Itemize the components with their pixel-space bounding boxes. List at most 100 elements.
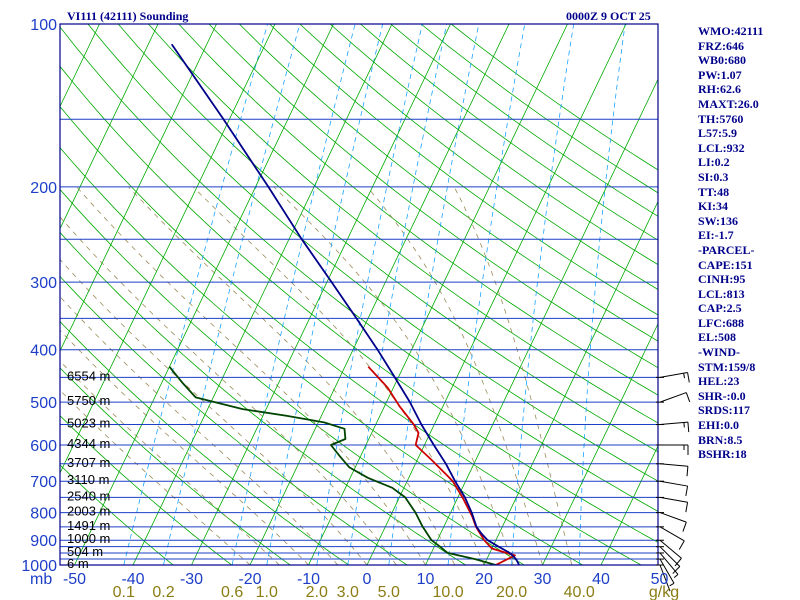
index-item: STM:159/8 bbox=[698, 359, 756, 374]
pressure-unit-label: mb bbox=[30, 571, 52, 588]
mixing-ratio-tick-label: 0.2 bbox=[152, 584, 174, 600]
dewpoint-profile bbox=[168, 366, 496, 565]
wind-barb bbox=[656, 496, 689, 513]
mixing-ratio-tick-label: 1.0 bbox=[256, 584, 278, 600]
index-item: EL:508 bbox=[698, 330, 737, 345]
index-item: -PARCEL- bbox=[698, 242, 755, 257]
wind-barb-flag bbox=[673, 574, 679, 578]
wind-barb-staff bbox=[659, 546, 681, 567]
wind-barb-staff bbox=[659, 480, 688, 487]
mixing-ratio-line bbox=[231, 24, 356, 565]
dry-adiabat bbox=[87, 24, 658, 482]
wind-barb bbox=[656, 546, 681, 574]
temperature-profile bbox=[170, 43, 520, 565]
wind-barb bbox=[656, 392, 691, 403]
mixing-ratio-tick-label: 20.0 bbox=[496, 584, 527, 600]
wind-barb-staff bbox=[659, 564, 671, 592]
height-label: 4344 m bbox=[67, 436, 110, 451]
mixing-ratio-tick-label: 3.0 bbox=[337, 584, 359, 600]
index-item: HEL:23 bbox=[698, 374, 740, 389]
height-label: 5023 m bbox=[67, 416, 110, 431]
index-item: CAP:2.5 bbox=[698, 301, 742, 316]
stability-indices-panel: WMO:42111 FRZ:646 WB0:680 PW:1.07 RH:62.6 MAX… bbox=[698, 24, 763, 462]
mixing-ratio-tick-label: 2.0 bbox=[306, 584, 328, 600]
mixing-ratio-tick-label: 40.0 bbox=[564, 584, 595, 600]
mixing-ratio-line bbox=[578, 24, 626, 565]
isotherm bbox=[425, 78, 658, 565]
temperature-tick-label: -40 bbox=[121, 571, 144, 588]
mixing-ratio-tick-label: 5.0 bbox=[378, 584, 400, 600]
isotherm bbox=[483, 200, 658, 565]
index-item: WB0:680 bbox=[698, 53, 746, 68]
wind-barb-flag bbox=[687, 422, 690, 433]
temperature-tick-label: 0 bbox=[363, 571, 372, 588]
temperature-tick-label: 20 bbox=[475, 571, 493, 588]
index-item: LCL:813 bbox=[698, 286, 745, 301]
wind-barb bbox=[656, 421, 690, 433]
diagram-grid bbox=[60, 24, 658, 565]
pressure-tick-label: 200 bbox=[30, 180, 57, 197]
pressure-tick-label: 600 bbox=[30, 438, 57, 455]
isotherm bbox=[600, 445, 658, 565]
pressure-tick-label: 300 bbox=[30, 275, 57, 292]
isotherm bbox=[60, 24, 217, 352]
index-item: RH:62.6 bbox=[698, 82, 741, 97]
height-label: 3707 m bbox=[67, 455, 110, 470]
wind-barb-staff bbox=[659, 539, 682, 559]
isotherm bbox=[74, 24, 334, 565]
index-item: SHR-:0.0 bbox=[698, 388, 746, 403]
index-item: TT:48 bbox=[698, 184, 730, 199]
height-label: 3110 m bbox=[67, 472, 109, 487]
mixing-ratio-line bbox=[163, 24, 301, 565]
wind-barb-staff bbox=[659, 526, 685, 542]
index-item: LFC:688 bbox=[698, 315, 744, 330]
temperature-tick-label: 30 bbox=[534, 571, 552, 588]
wind-barb-staff bbox=[659, 421, 688, 426]
pressure-tick-label: 100 bbox=[30, 17, 57, 34]
wind-barb-flag bbox=[678, 540, 685, 550]
index-item: TH:5760 bbox=[698, 111, 744, 126]
wind-barb-flag bbox=[682, 521, 687, 532]
index-item: WMO:42111 bbox=[698, 24, 764, 38]
index-item: -WIND- bbox=[698, 345, 740, 360]
index-item: LCL:932 bbox=[698, 140, 745, 155]
index-item: SW:136 bbox=[698, 213, 739, 228]
wind-barb-flag bbox=[674, 557, 682, 567]
isotherm bbox=[308, 24, 568, 565]
mixing-ratio-unit-label: g/kg bbox=[649, 584, 679, 600]
isotherm bbox=[191, 24, 451, 565]
wind-barb-flag bbox=[687, 372, 690, 383]
chart-datetime: 0000Z 9 OCT 25 bbox=[566, 9, 651, 23]
wind-barb-staff bbox=[659, 392, 687, 403]
mixing-ratio-line bbox=[388, 24, 480, 565]
wind-barb-flag bbox=[669, 582, 675, 587]
sounding-profiles bbox=[168, 43, 520, 565]
moist-adiabat bbox=[60, 389, 251, 565]
plot-frame bbox=[59, 23, 659, 566]
height-label: 2540 m bbox=[67, 488, 110, 503]
index-item: KI:34 bbox=[698, 199, 728, 214]
wind-barb bbox=[656, 372, 690, 383]
temperature-tick-label: 40 bbox=[592, 571, 610, 588]
wind-barb-staff bbox=[659, 558, 675, 584]
wind-barb bbox=[656, 539, 682, 567]
index-item: EHI:0.0 bbox=[698, 418, 740, 433]
index-item: CAPE:151 bbox=[698, 257, 753, 272]
height-label: 2003 m bbox=[67, 504, 110, 519]
isotherm bbox=[366, 24, 627, 565]
wind-barb bbox=[656, 463, 689, 477]
temperature-tick-label: 10 bbox=[417, 571, 435, 588]
wind-barb bbox=[656, 564, 671, 592]
height-label: 504 m bbox=[67, 544, 103, 559]
height-label: 6554 m bbox=[67, 368, 110, 383]
isotherm bbox=[249, 24, 510, 565]
temperature-tick-label: -20 bbox=[238, 571, 261, 588]
pressure-tick-label: 900 bbox=[30, 533, 57, 550]
chart-title: VI111 (42111) Sounding bbox=[67, 9, 189, 23]
mixing-ratio-tick-label: 0.1 bbox=[113, 584, 135, 600]
moist-adiabat bbox=[60, 216, 397, 565]
index-item: BRN:8.5 bbox=[698, 432, 743, 447]
index-item: MAXT:26.0 bbox=[698, 96, 759, 111]
isotherm bbox=[60, 24, 276, 475]
